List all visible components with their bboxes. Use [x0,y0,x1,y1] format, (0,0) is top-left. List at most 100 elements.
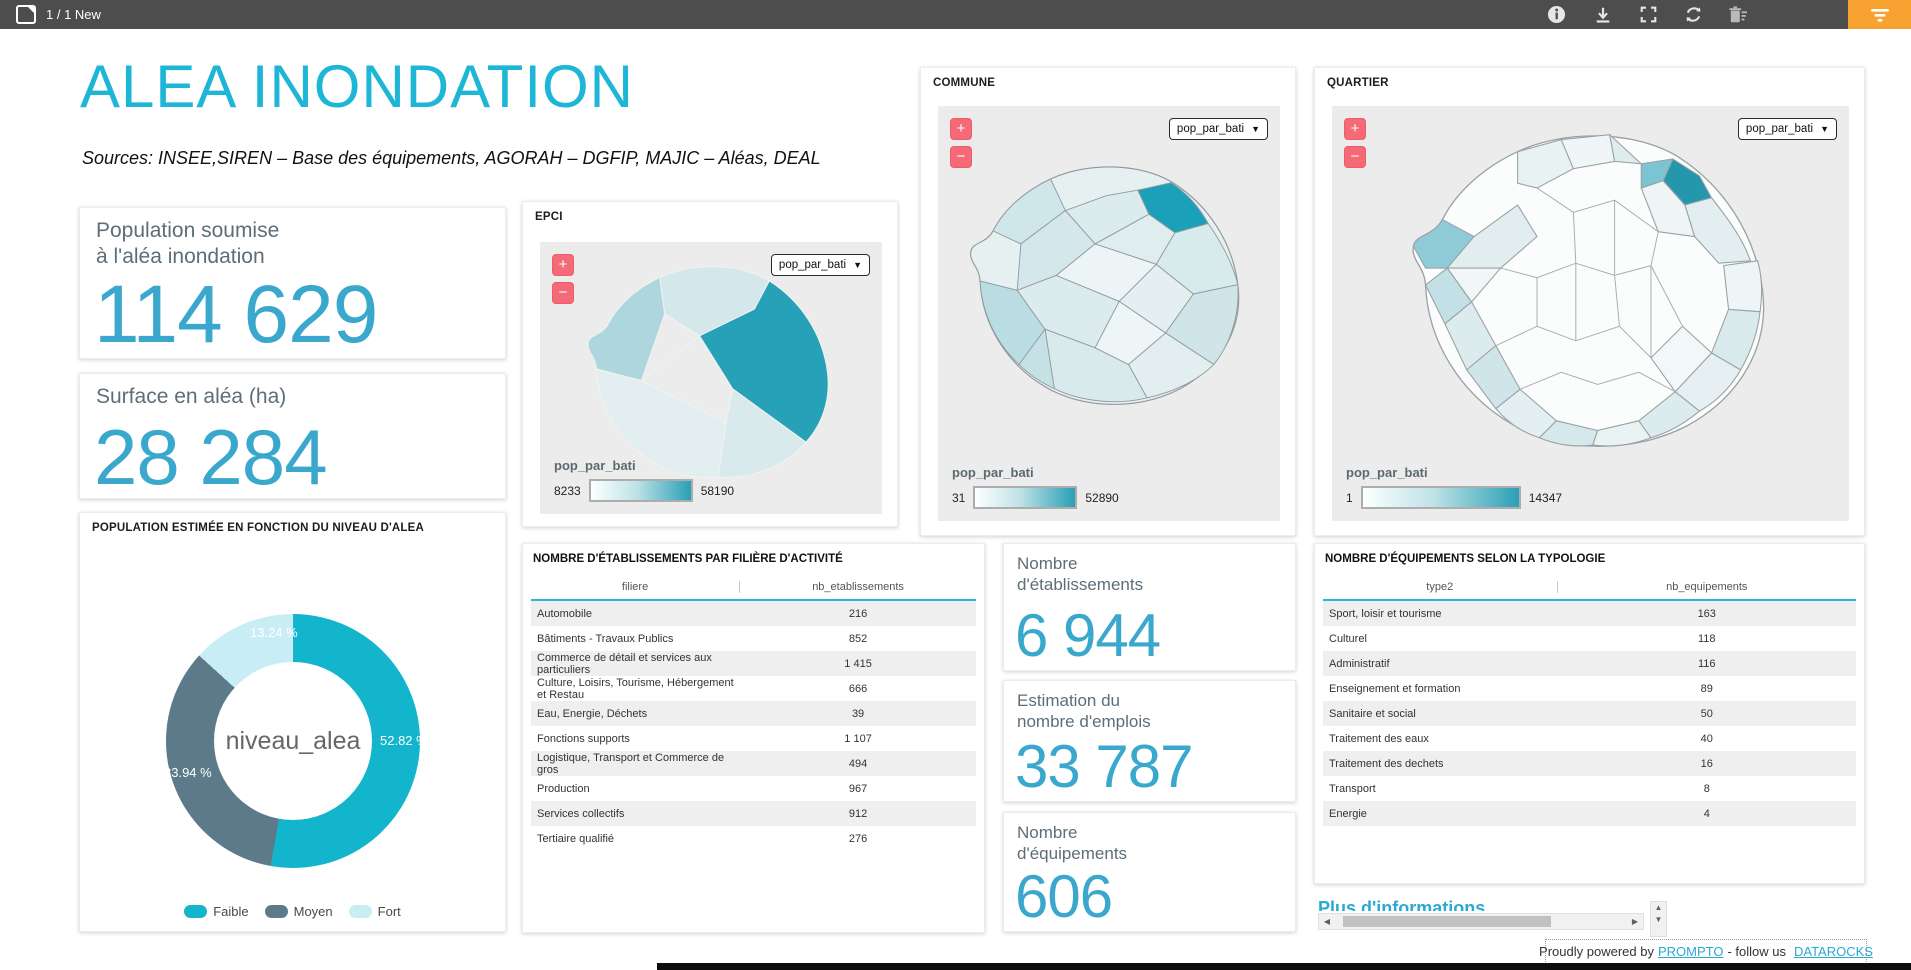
kpi-label: Nombre d'établissements [1017,554,1144,595]
cell-value: 118 [1697,632,1716,645]
donut-center-label: niveau_alea [225,726,361,755]
column-header[interactable]: filiere [531,580,741,593]
cell-value: 852 [848,632,868,645]
variable-dropdown[interactable]: pop_par_bati ▼ [1737,118,1837,140]
clipped-heading: Plus d'informations [1318,898,1486,911]
legend-label: pop_par_bati [554,458,636,473]
table-row[interactable]: Administratif 116 [1323,651,1856,676]
page-title: ALEA INONDATION [80,53,635,120]
table-row[interactable]: Sanitaire et social 50 [1323,701,1856,726]
table-row[interactable]: Sport, loisir et tourisme 163 [1323,601,1856,626]
cell-value: 666 [848,682,868,695]
pages-icon[interactable] [16,5,36,24]
legend-label: pop_par_bati [1346,465,1428,480]
cell-label: Culture, Loisirs, Tourisme, Hébergement … [537,676,734,701]
map-quartier[interactable]: + − pop_par_bati ▼ [1332,106,1849,521]
info-button[interactable] [1543,2,1569,27]
cell-value: 4 [1703,807,1710,820]
kpi-value: 28 284 [94,412,328,501]
kpi-label: Population soumise à l'aléa inondation [96,219,280,269]
table-row[interactable]: Traitement des eaux 40 [1323,726,1856,751]
zoom-in-button[interactable]: + [1344,118,1366,140]
zoom-in-button[interactable]: + [950,118,972,140]
kpi-card-emplois: Estimation du nombre d'emplois 33 787 [1003,680,1296,802]
table-row[interactable]: Traitement des dechets 16 [1323,751,1856,776]
kpi-label: Estimation du nombre d'emplois [1017,691,1151,732]
scroll-up-arrow[interactable]: ▲ [1654,903,1663,912]
zoom-out-button[interactable]: − [1344,146,1366,168]
kpi-label: Nombre d'équipements [1017,823,1128,864]
cell-label: Logistique, Transport et Commerce de gro… [537,751,725,776]
fullscreen-icon [1640,6,1656,23]
legend-min: 31 [952,490,966,505]
variable-dropdown[interactable]: pop_par_bati ▼ [1168,118,1268,140]
cell-value: 8 [1703,782,1710,795]
legend-item-moyen[interactable]: Moyen [264,904,333,919]
donut-legend: Faible Moyen Fort [80,904,505,919]
datarocks-link[interactable]: DATAROCKS [1793,944,1873,959]
table-row[interactable]: Energie 4 [1323,801,1856,826]
legend-item-faible[interactable]: Faible [184,904,249,919]
prompto-link[interactable]: PROMPTO [1657,944,1724,959]
filter-button[interactable] [1848,0,1911,29]
zoom-out-button[interactable]: − [950,146,972,168]
chevron-down-icon: ▼ [1251,124,1260,134]
download-button[interactable] [1590,2,1616,27]
table-row[interactable]: Bâtiments - Travaux Publics 852 [531,626,976,651]
scroll-down-arrow[interactable]: ▼ [1654,915,1663,924]
table-row[interactable]: Culture, Loisirs, Tourisme, Hébergement … [531,676,976,701]
donut-panel: POPULATION ESTIMÉE EN FONCTION DU NIVEAU… [79,512,506,932]
cell-value: 89 [1700,682,1713,695]
zoom-controls: + − [950,118,972,168]
kpi-value: 33 787 [1015,733,1194,800]
donut-pct-moyen: 33.94 % [164,765,212,780]
table-row[interactable]: Automobile 216 [531,601,976,626]
legend-swatch [264,905,288,918]
table-row[interactable]: Fonctions supports 1 107 [531,726,976,751]
legend-max: 52890 [1085,490,1119,505]
table-row[interactable]: Tertiaire qualifié 276 [531,826,976,851]
kpi-value: 606 [1015,863,1113,930]
table-row[interactable]: Culturel 118 [1323,626,1856,651]
map-panel-epci: EPCI + − pop_par_bati ▼ [522,201,898,527]
donut-chart[interactable]: niveau_alea [166,614,420,868]
cell-value: 276 [848,832,868,845]
column-header[interactable]: nb_equipements [1666,580,1748,593]
zoom-out-button[interactable]: − [552,282,574,304]
scrollbar-thumb[interactable] [1343,916,1551,927]
table-header: type2 nb_equipements [1323,574,1856,601]
epci-choropleth-map [587,266,829,478]
scroll-left-arrow[interactable]: ◀ [1323,917,1331,926]
variable-dropdown[interactable]: pop_par_bati ▼ [770,254,870,276]
cell-label: Sport, loisir et tourisme [1329,607,1442,620]
table-row[interactable]: Services collectifs 912 [531,801,976,826]
vertical-scrollbar[interactable]: ▲ ▼ [1650,901,1667,937]
zoom-in-button[interactable]: + [552,254,574,276]
legend-item-fort[interactable]: Fort [348,904,401,919]
cell-label: Sanitaire et social [1329,707,1416,720]
horizontal-scrollbar[interactable]: ◀ ▶ [1318,913,1644,930]
fullscreen-button[interactable] [1635,2,1661,27]
legend-text: Fort [377,904,401,919]
column-header[interactable]: type2 [1323,580,1558,593]
delete-button[interactable] [1725,2,1751,27]
table-row[interactable]: Commerce de détail et services aux parti… [531,651,976,676]
cell-value: 40 [1700,732,1713,745]
column-header[interactable]: nb_etablissements [812,580,904,593]
table-row[interactable]: Transport 8 [1323,776,1856,801]
refresh-button[interactable] [1680,2,1706,27]
cell-value: 39 [851,707,865,720]
equipements-table: type2 nb_equipements Sport, loisir et to… [1323,574,1856,826]
map-commune[interactable]: + − pop_par_bati ▼ [938,106,1280,521]
map-epci[interactable]: + − pop_par_bati ▼ pop_par_bati [540,242,882,514]
cell-label: Administratif [1329,657,1390,670]
legend-label: pop_par_bati [952,465,1034,480]
cell-value: 216 [848,607,868,620]
table-row[interactable]: Production 967 [531,776,976,801]
footer-prefix: Proudly powered by [1539,944,1654,959]
scroll-right-arrow[interactable]: ▶ [1631,917,1639,926]
table-row[interactable]: Enseignement et formation 89 [1323,676,1856,701]
filieres-table: filiere nb_etablissements Automobile 216 B… [531,574,976,851]
table-row[interactable]: Logistique, Transport et Commerce de gro… [531,751,976,776]
table-row[interactable]: Eau, Energie, Déchets 39 [531,701,976,726]
